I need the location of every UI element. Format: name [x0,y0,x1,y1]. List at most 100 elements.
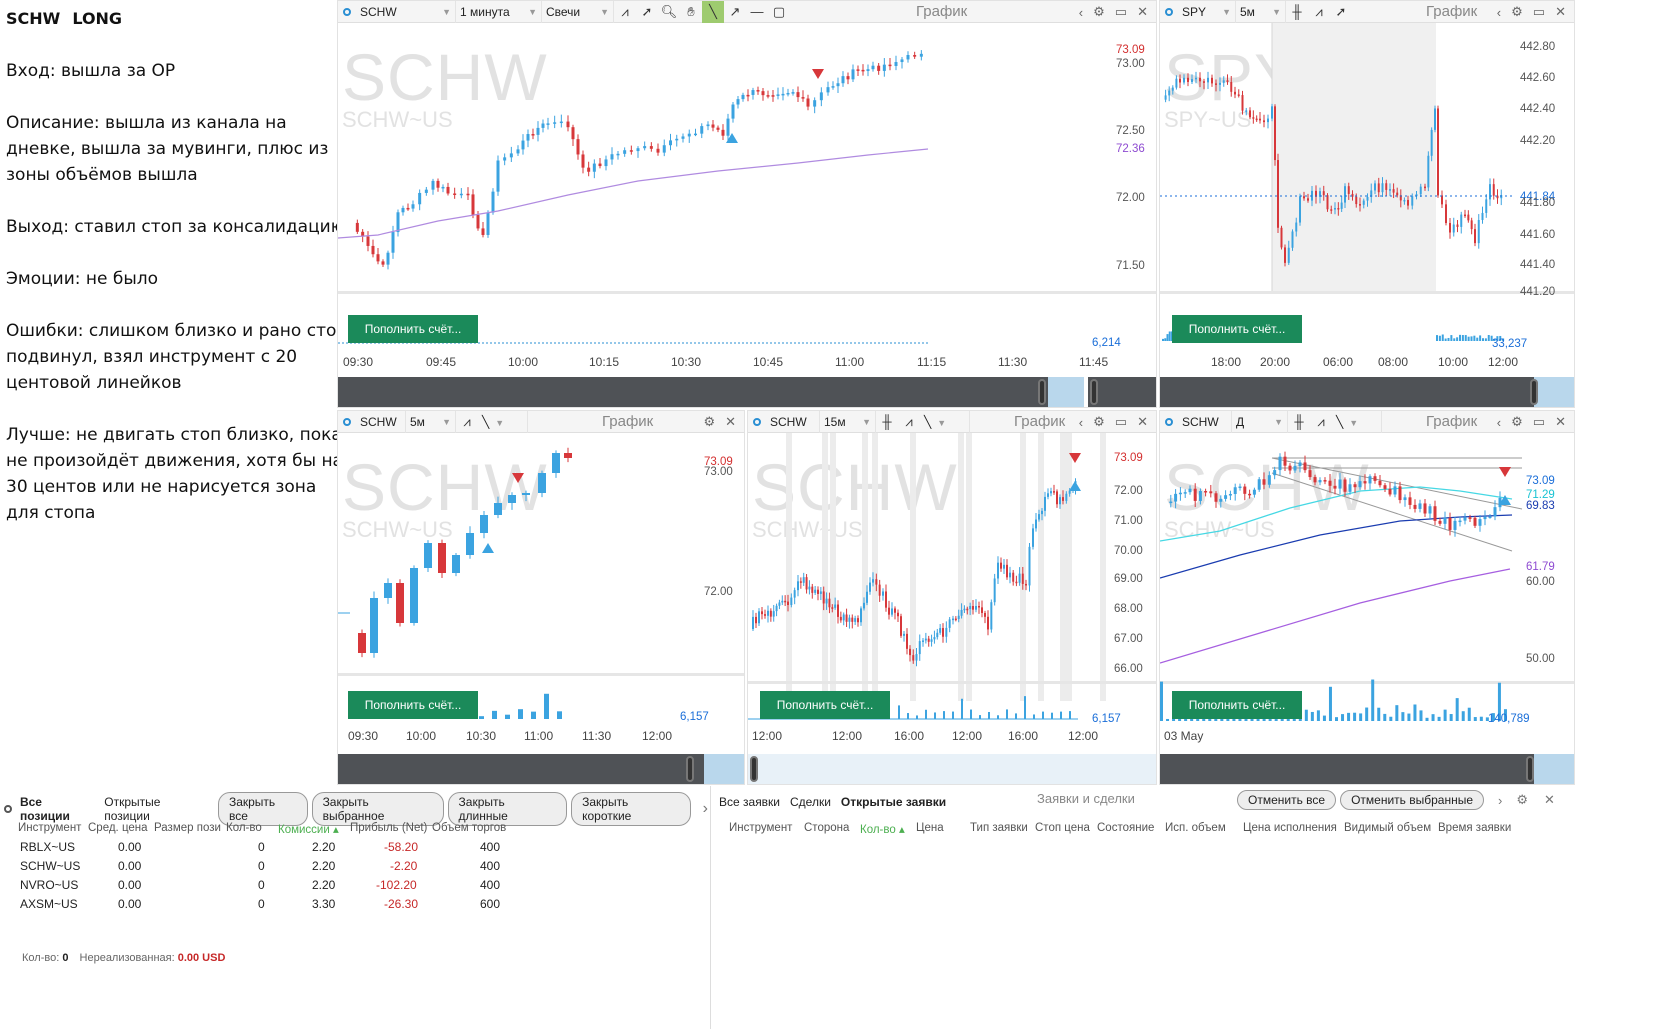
indicators-icon[interactable]: ⩘ [1315,3,1323,19]
close-long-button[interactable]: Закрыть длинные [447,792,568,826]
line-tool-icon[interactable]: ╲ ▼ [478,411,528,433]
navigator-handle[interactable] [1038,379,1046,405]
link-dot-icon[interactable] [343,7,351,16]
tab-all-positions[interactable]: Все позиции [19,795,70,823]
col-header[interactable]: Размер пози [154,822,221,834]
zoom-icon[interactable]: 🔍︎ [660,3,678,19]
link-dot-icon[interactable] [1165,417,1173,426]
maximize-icon[interactable]: ▭ [1532,4,1546,19]
collapse-icon[interactable]: ‹ [1078,4,1084,20]
fund-account-button[interactable]: Пополнить счёт... [348,691,478,719]
close-icon[interactable]: ✕ [1137,4,1148,19]
navigator[interactable] [338,754,744,784]
navigator-handle[interactable] [686,756,694,782]
line-tool-icon[interactable]: ╲ ▼ [920,411,970,433]
cursor-icon[interactable]: ➚ [641,3,653,19]
tab-open-positions[interactable]: Открытые позиции [104,795,161,823]
line-tool-icon[interactable]: ╲ [702,1,724,23]
fund-account-button[interactable]: Пополнить счёт... [1172,691,1302,719]
navigator-handle[interactable] [1526,756,1534,782]
gear-icon[interactable]: ⚙ [1516,792,1529,807]
navigator[interactable] [338,377,1084,407]
link-dot-icon[interactable] [4,805,12,813]
candles-icon[interactable]: ╫ [882,414,892,429]
gear-icon[interactable]: ⚙ [1093,414,1105,429]
close-icon[interactable]: ✕ [1555,414,1566,429]
close-icon[interactable]: ✕ [1137,414,1148,429]
indicators-icon[interactable]: ⩘ [463,413,471,429]
col-header[interactable]: Сторона [804,822,850,834]
col-header-sorted[interactable]: Кол-во ▴ [860,824,905,836]
candles-icon[interactable]: ╫ [1294,414,1304,429]
symbol-selector[interactable]: SCHW [1178,411,1232,433]
col-header[interactable]: Цена [916,822,944,834]
candles-icon[interactable]: ╫ [1292,4,1302,19]
close-short-button[interactable]: Закрыть короткие [571,792,691,826]
chart-panel-schw-5m[interactable]: SCHW 5м ▼ ⩘ ╲ ▼ График ⚙ ✕ SCHW SCHW~US 73.… [337,410,745,785]
col-header[interactable]: Стоп цена [1035,822,1090,834]
col-header[interactable]: Инструмент [729,822,793,834]
symbol-selector[interactable]: SCHW [766,411,820,433]
col-header[interactable]: Видимый объем [1344,822,1432,834]
col-header[interactable]: Тип заявки [970,822,1028,834]
chart-type-selector[interactable]: Свечи ▼ [542,1,614,23]
tab-deals[interactable]: Сделки [790,795,831,809]
interval-selector[interactable]: 15м ▼ [820,411,876,433]
fund-account-button[interactable]: Пополнить счёт... [760,691,890,719]
navigator-handle[interactable] [1090,379,1098,405]
col-header[interactable]: Прибыль (Net) [350,822,428,834]
chart-panel-schw-daily[interactable]: SCHW Д ▼ ╫ ⩘ ╲ ▼ График ‹ ⚙ ▭ ✕ SCHW SCHW~US … [1159,410,1575,785]
chart-panel-schw-1m[interactable]: SCHW ▼ 1 минута ▼ Свечи ▼ ⩘ ➚ 🔍︎ ✋︎ ╲ ↗ — ▢… [337,0,1157,408]
fund-account-button[interactable]: Пополнить счёт... [1172,315,1302,343]
interval-selector[interactable]: 5м ▼ [1236,1,1286,23]
hline-tool-icon[interactable]: — [750,4,764,19]
col-header-sorted[interactable]: Комиссии ▴ [278,824,339,836]
hand-icon[interactable]: ✋︎ [687,3,695,19]
maximize-icon[interactable]: ▭ [1114,414,1128,429]
cancel-selected-button[interactable]: Отменить выбранные [1340,790,1485,810]
rect-tool-icon[interactable]: ▢ [772,3,786,19]
collapse-icon[interactable]: ‹ [1496,4,1502,20]
navigator[interactable] [1160,754,1574,784]
col-header[interactable]: Исп. объем [1165,822,1226,834]
close-all-button[interactable]: Закрыть все [217,792,308,826]
price-chart[interactable] [338,23,1157,368]
close-icon[interactable]: ✕ [725,414,736,429]
close-selected-button[interactable]: Закрыть выбранное [311,792,444,826]
col-header[interactable]: Время заявки [1438,822,1512,834]
chart-panel-spy-5m[interactable]: SPY ▼ 5м ▼ ╫ ⩘ ➚ График ‹ ⚙ ▭ ✕ SPY SPY~US 44… [1159,0,1575,408]
gear-icon[interactable]: ⚙ [703,414,716,429]
link-dot-icon[interactable] [753,417,761,426]
gear-icon[interactable]: ⚙ [1511,4,1523,19]
indicators-icon[interactable]: ⩘ [905,413,913,429]
link-dot-icon[interactable] [343,417,351,426]
interval-selector[interactable]: 1 минута ▼ [456,1,542,23]
collapse-icon[interactable]: ‹ [1078,414,1084,430]
navigator-handle[interactable] [1530,379,1538,405]
chevron-right-icon[interactable]: › [1498,792,1503,808]
navigator-right[interactable] [1088,377,1156,407]
navigator[interactable] [1160,377,1574,407]
symbol-selector[interactable]: SCHW [356,411,406,433]
tab-open-orders[interactable]: Открытые заявки [840,795,947,809]
gear-icon[interactable]: ⚙ [1511,414,1523,429]
interval-selector[interactable]: Д ▼ [1232,411,1288,433]
link-dot-icon[interactable] [1165,7,1173,16]
col-header[interactable]: Состояние [1097,822,1155,834]
chevron-right-icon[interactable]: › [702,800,708,817]
col-header[interactable]: Объем торгов [432,822,507,834]
line-tool-icon[interactable]: ╲ ▼ [1332,411,1382,433]
col-header[interactable]: Сред. цена [88,822,148,834]
interval-selector[interactable]: 5м ▼ [406,411,456,433]
cursor-icon[interactable]: ➚ [1335,3,1347,19]
indicators-icon[interactable]: ⩘ [1317,413,1325,429]
fund-account-button[interactable]: Пополнить счёт... [348,315,478,343]
symbol-selector[interactable]: SPY ▼ [1178,1,1236,23]
col-header[interactable]: Инструмент [18,822,82,834]
price-chart[interactable] [748,433,1157,743]
close-icon[interactable]: ✕ [1555,4,1566,19]
close-icon[interactable]: ✕ [1544,792,1555,807]
collapse-icon[interactable]: ‹ [1496,414,1502,430]
navigator[interactable] [748,754,1156,784]
navigator-handle[interactable] [750,756,758,782]
